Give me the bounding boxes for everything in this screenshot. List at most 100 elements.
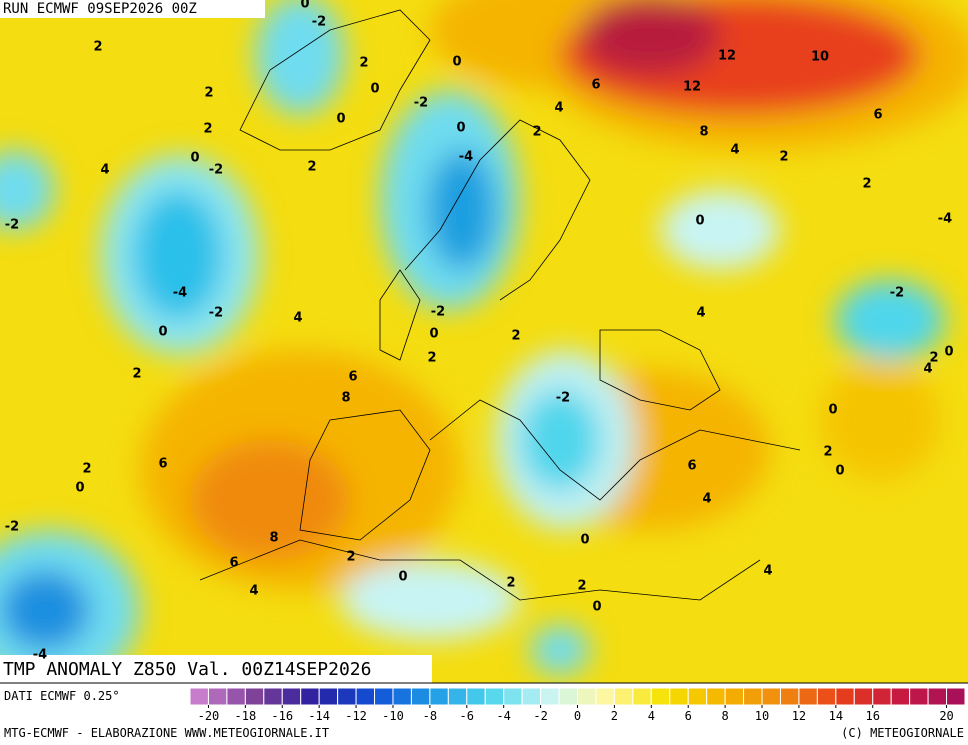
colorbar-cell (355, 687, 376, 706)
colorbar-cell (650, 687, 671, 706)
contour-label: 4 (702, 492, 711, 507)
colorbar-tick-label: -8 (423, 709, 437, 723)
colorbar-tick-label: 14 (829, 709, 843, 723)
contour-label: -4 (173, 286, 187, 301)
contour-label: 2 (506, 576, 515, 591)
colorbar-tick-label: 10 (755, 709, 769, 723)
colorbar-cell (447, 687, 468, 706)
colorbar-cell (189, 687, 209, 706)
colorbar-cell (300, 687, 320, 706)
contour-label: 4 (293, 311, 302, 326)
colorbar-tick-label: 20 (939, 709, 953, 723)
colorbar-cell (429, 687, 449, 706)
colorbar-cell (909, 687, 929, 706)
contour-label: 2 (511, 329, 520, 344)
colorbar-cell (263, 687, 283, 706)
contour-label: 0 (336, 112, 345, 127)
colorbar-cell (632, 687, 652, 706)
colorbar: -20 -18 -16 -14 -12 -10 -8 -6 -4 -2 0 2 4 6 8 10 12 14 16 2… (189, 687, 966, 723)
contour-label: 0 (695, 214, 704, 229)
colorbar-cell (669, 687, 689, 706)
contour-label: -2 (5, 218, 19, 233)
contour-label: 6 (348, 370, 357, 385)
colorbar-cell (577, 687, 597, 706)
colorbar-cell (244, 687, 265, 706)
contour-label: 2 (577, 579, 586, 594)
contour-label: 2 (82, 462, 91, 477)
colorbar-cell (484, 687, 505, 706)
colorbar-cell (503, 687, 523, 706)
contour-label: 2 (359, 56, 368, 71)
map: RUN ECMWF 09SEP2026 00Z TMP ANOMALY Z850… (0, 0, 968, 683)
colorbar-cell (207, 687, 228, 706)
contour-label: 8 (699, 125, 708, 140)
colorbar-cell (521, 687, 542, 706)
colorbar-cell (281, 687, 302, 706)
contour-label: 0 (398, 570, 407, 585)
colorbar-tick-label: 8 (722, 709, 729, 723)
header-box (0, 0, 265, 18)
colorbar-cell (872, 687, 892, 706)
colorbar-tick-label: -20 (198, 709, 220, 723)
contour-label: 2 (427, 351, 436, 366)
colorbar-tick-label: -2 (533, 709, 547, 723)
contour-label: 4 (100, 163, 109, 178)
colorbar-cell (226, 687, 246, 706)
colorbar-tick-label: -14 (308, 709, 330, 723)
colorbar-cell (890, 687, 911, 706)
contour-label: 4 (554, 101, 563, 116)
colorbar-cell (927, 687, 948, 706)
contour-label: 0 (456, 121, 465, 136)
run-label: RUN ECMWF 09SEP2026 00Z (3, 1, 197, 17)
colorbar-cell (816, 687, 837, 706)
colorbar-cell (835, 687, 855, 706)
contour-label: -4 (938, 212, 952, 227)
colorbar-cell (724, 687, 745, 706)
contour-label: 2 (779, 150, 788, 165)
contour-label: 2 (93, 40, 102, 55)
contour-label: 4 (249, 584, 258, 599)
credit: MTG-ECMWF - ELABORAZIONE WWW.METEOGIORNA… (4, 726, 329, 740)
contour-label: 6 (591, 78, 600, 93)
colorbar-cell (595, 687, 615, 706)
contour-label: 4 (923, 362, 932, 377)
colorbar-tick-label: -10 (382, 709, 404, 723)
colorbar-tick-label: 4 (648, 709, 655, 723)
contour-label: 0 (300, 0, 309, 12)
contour-label: 4 (730, 143, 739, 158)
contour-label: -2 (5, 520, 19, 535)
contour-label: -2 (414, 96, 428, 111)
contour-label: 0 (429, 327, 438, 342)
contour-label: 2 (307, 160, 316, 175)
colorbar-tick-label: -4 (496, 709, 510, 723)
colorbar-tick-label: -16 (271, 709, 293, 723)
contour-label: -4 (459, 150, 473, 165)
contour-label: 8 (269, 531, 278, 546)
contour-label: 8 (341, 391, 350, 406)
contour-label: 2 (532, 125, 541, 140)
colorbar-cell (410, 687, 431, 706)
colorbar-cell (946, 687, 966, 706)
contour-label: 0 (580, 533, 589, 548)
contour-label: 2 (132, 367, 141, 382)
contour-label: 0 (835, 464, 844, 479)
colorbar-cell (706, 687, 726, 706)
contour-label: -2 (431, 305, 445, 320)
contour-label: 0 (944, 345, 953, 360)
colorbar-tick-label: 0 (574, 709, 581, 723)
contour-label: 2 (346, 550, 355, 565)
contour-label: 2 (204, 86, 213, 101)
contour-label: 4 (696, 306, 705, 321)
colorbar-cell (779, 687, 800, 706)
contour-label: 0 (190, 151, 199, 166)
colorbar-cell (687, 687, 708, 706)
contour-label: 0 (452, 55, 461, 70)
contour-label: -2 (209, 306, 223, 321)
colorbar-cell (613, 687, 634, 706)
colorbar-tick-label: 16 (866, 709, 880, 723)
contour-label: 2 (862, 177, 871, 192)
contour-label: 6 (873, 108, 882, 123)
colorbar-tick-label: -18 (235, 709, 257, 723)
contour-label: 4 (763, 564, 772, 579)
colorbar-cell (337, 687, 357, 706)
